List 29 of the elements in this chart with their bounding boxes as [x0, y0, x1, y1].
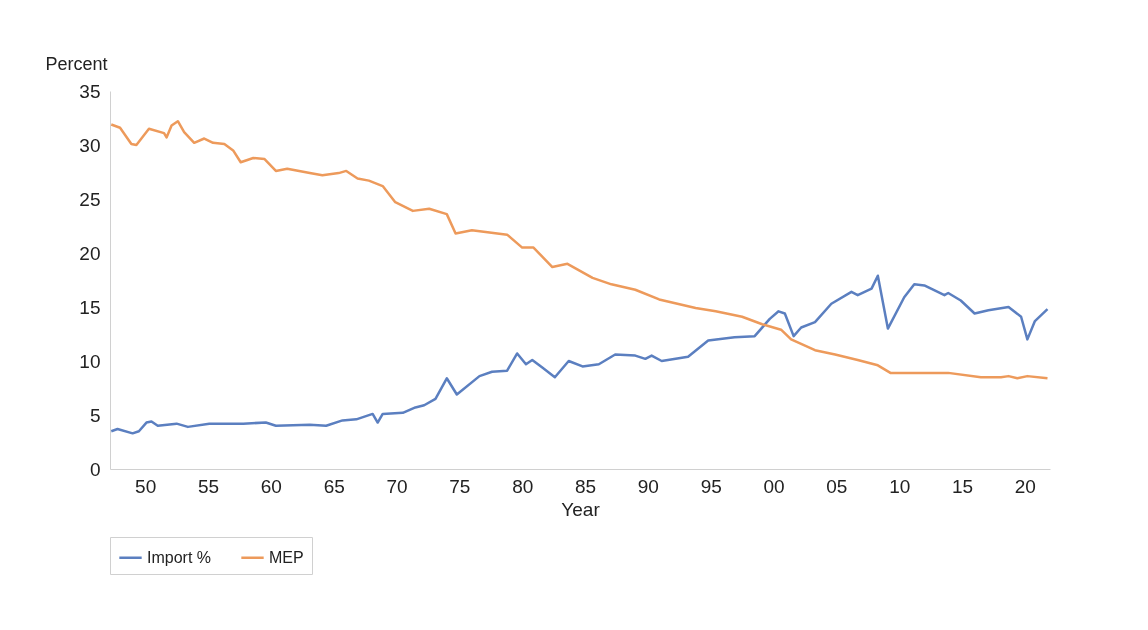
x-tick-label: 85	[574, 475, 597, 497]
x-tick-label: 70	[386, 475, 408, 497]
x-tick-label: 60	[260, 475, 282, 497]
x-tick-label: 20	[1014, 475, 1036, 497]
line-series	[110, 274, 1049, 435]
y-tick-label: 15	[79, 296, 101, 318]
y-tick-label: 10	[79, 350, 101, 372]
x-tick-label: 15	[951, 475, 974, 497]
y-tick-label: 0	[89, 458, 101, 480]
line-series	[110, 119, 1049, 380]
x-tick-label: 95	[700, 475, 722, 497]
y-tick-label: 20	[79, 242, 101, 264]
x-axis-title: Year	[561, 498, 601, 520]
x-tick-label: 50	[135, 475, 157, 497]
legend-label: Import %	[147, 548, 212, 566]
y-axis-title: Percent	[45, 53, 108, 74]
y-tick-label: 35	[79, 80, 101, 102]
y-tick-label: 5	[89, 404, 101, 426]
x-tick-label: 65	[323, 475, 345, 497]
y-tick-label: 25	[79, 188, 101, 210]
x-tick-label: 90	[637, 475, 659, 497]
x-tick-label: 55	[197, 475, 220, 497]
x-tick-label: 80	[512, 475, 534, 497]
x-tick-label: 05	[826, 475, 848, 497]
y-tick-label: 30	[79, 134, 101, 156]
x-tick-label: 10	[889, 475, 911, 497]
legend-label: MEP	[269, 548, 304, 566]
x-tick-label: 00	[763, 475, 785, 497]
x-tick-label: 75	[449, 475, 471, 497]
